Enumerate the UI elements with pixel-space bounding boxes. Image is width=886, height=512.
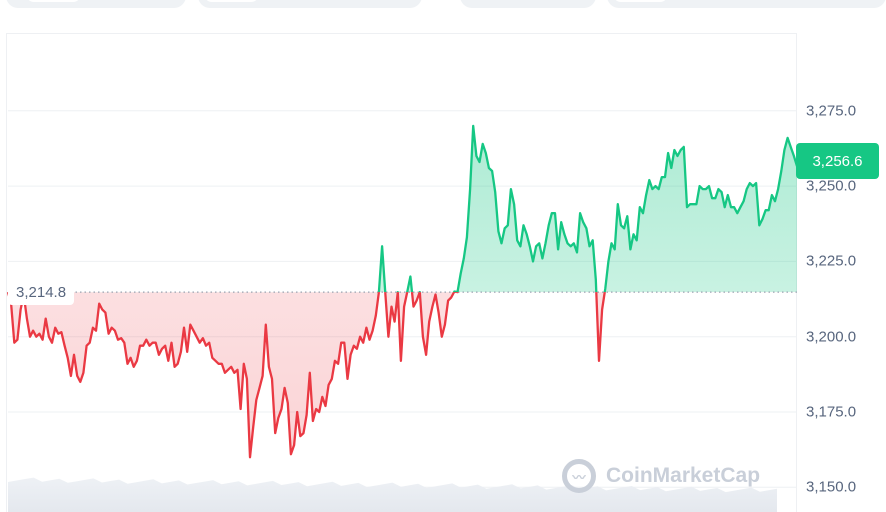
baseline-label: 3,214.8: [8, 279, 75, 306]
range-tab[interactable]: [6, 0, 186, 8]
coinmarketcap-logo-icon: 〰: [562, 459, 596, 493]
watermark-text: CoinMarketCap: [606, 464, 761, 487]
y-tick-label: 3,200.0: [806, 328, 857, 346]
range-tab[interactable]: [607, 0, 886, 8]
y-tick-label: 3,150.0: [806, 478, 857, 496]
y-tick-label: 3,175.0: [806, 403, 857, 421]
area-above-baseline: [8, 125, 797, 293]
current-price-badge: 3,256.6: [796, 143, 879, 179]
volume-area: [8, 477, 777, 512]
y-tick-label: 3,275.0: [806, 102, 857, 120]
price-line-up: [7, 124, 799, 293]
coinmarketcap-watermark: 〰 CoinMarketCap: [562, 458, 760, 494]
range-tab[interactable]: [198, 0, 422, 8]
area-below-baseline: [8, 292, 605, 458]
y-tick-label: 3,250.0: [806, 177, 857, 195]
range-tab[interactable]: [460, 0, 596, 8]
y-tick-label: 3,225.0: [806, 252, 857, 270]
price-line-down: [6, 292, 606, 459]
